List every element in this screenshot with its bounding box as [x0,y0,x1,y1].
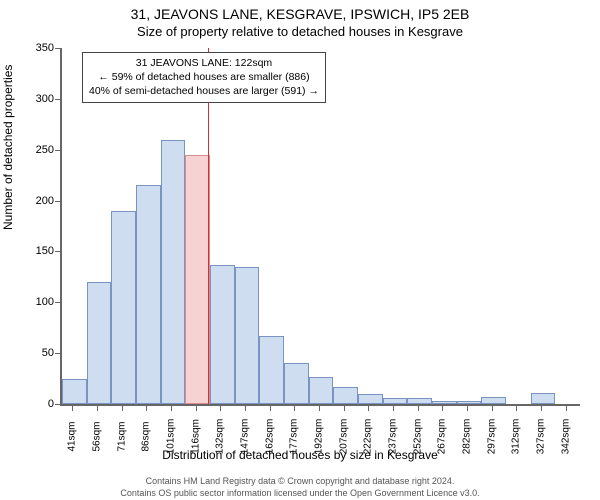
x-tick-mark [492,406,493,411]
histogram-bar [259,336,284,404]
histogram-bar [457,401,482,404]
histogram-bar [383,398,408,404]
histogram-bar [111,211,136,404]
plot-area: 31 JEAVONS LANE: 122sqm ← 59% of detache… [60,48,580,406]
histogram-bar [358,394,383,404]
x-tick-label: 282sqm [462,419,473,455]
x-tick-label: 132sqm [215,419,226,455]
x-tick-label: 41sqm [67,421,78,451]
y-tick-label: 0 [14,398,54,410]
y-tick-label: 50 [14,347,54,359]
x-tick-label: 71sqm [116,421,127,451]
x-tick-label: 252sqm [412,419,423,455]
histogram-bar [284,363,309,404]
histogram-bar [185,155,210,404]
x-tick-label: 86sqm [141,421,152,451]
chart-title-line1: 31, JEAVONS LANE, KESGRAVE, IPSWICH, IP5… [0,6,600,22]
x-tick-mark [196,406,197,411]
x-tick-label: 147sqm [240,419,251,455]
x-tick-mark [122,406,123,411]
x-tick-label: 101sqm [166,419,177,455]
x-tick-mark [368,406,369,411]
x-tick-mark [97,406,98,411]
y-tick-mark [55,150,60,151]
histogram-bar [531,393,556,404]
histogram-bar [136,185,161,404]
x-tick-mark [146,406,147,411]
x-tick-label: 312sqm [511,419,522,455]
x-tick-mark [171,406,172,411]
x-tick-label: 342sqm [560,419,571,455]
x-tick-mark [467,406,468,411]
x-tick-mark [566,406,567,411]
y-tick-mark [55,302,60,303]
x-tick-mark [442,406,443,411]
y-tick-mark [55,201,60,202]
histogram-bar [62,379,87,404]
y-tick-mark [55,251,60,252]
y-tick-label: 350 [14,42,54,54]
y-tick-label: 150 [14,245,54,257]
histogram-bar [87,282,112,404]
x-tick-mark [418,406,419,411]
histogram-bar [407,398,432,404]
x-tick-label: 327sqm [536,419,547,455]
x-tick-label: 56sqm [92,421,103,451]
y-tick-mark [55,353,60,354]
chart-title-line2: Size of property relative to detached ho… [0,24,600,39]
x-tick-mark [294,406,295,411]
x-tick-mark [270,406,271,411]
y-tick-mark [55,99,60,100]
x-tick-label: 177sqm [289,419,300,455]
x-tick-mark [72,406,73,411]
x-tick-mark [516,406,517,411]
footer-line1: Contains HM Land Registry data © Crown c… [0,476,600,486]
y-tick-label: 100 [14,296,54,308]
histogram-bar [309,377,334,404]
annotation-box: 31 JEAVONS LANE: 122sqm ← 59% of detache… [82,52,326,103]
x-tick-mark [541,406,542,411]
x-tick-mark [220,406,221,411]
x-tick-label: 162sqm [264,419,275,455]
histogram-bar [235,267,260,404]
y-tick-label: 300 [14,93,54,105]
histogram-bar [333,387,358,404]
x-tick-label: 297sqm [486,419,497,455]
footer-line2: Contains OS public sector information li… [0,488,600,498]
x-tick-mark [245,406,246,411]
annotation-line3: 40% of semi-detached houses are larger (… [89,84,319,98]
histogram-bar [210,265,235,404]
y-tick-label: 200 [14,195,54,207]
y-tick-mark [55,404,60,405]
y-tick-mark [55,48,60,49]
x-tick-label: 267sqm [437,419,448,455]
x-tick-mark [393,406,394,411]
annotation-line2: ← 59% of detached houses are smaller (88… [89,70,319,84]
histogram-bar [432,401,457,404]
histogram-bar [161,140,186,404]
x-tick-mark [319,406,320,411]
x-tick-label: 192sqm [314,419,325,455]
x-tick-label: 222sqm [363,419,374,455]
y-axis-label: Number of detached properties [1,65,15,230]
histogram-bar [481,397,506,404]
x-tick-label: 116sqm [190,419,201,454]
chart-container: 31, JEAVONS LANE, KESGRAVE, IPSWICH, IP5… [0,0,600,500]
y-tick-label: 250 [14,144,54,156]
x-tick-mark [344,406,345,411]
x-tick-label: 237sqm [388,419,399,455]
annotation-line1: 31 JEAVONS LANE: 122sqm [89,56,319,70]
x-tick-label: 207sqm [338,419,349,455]
